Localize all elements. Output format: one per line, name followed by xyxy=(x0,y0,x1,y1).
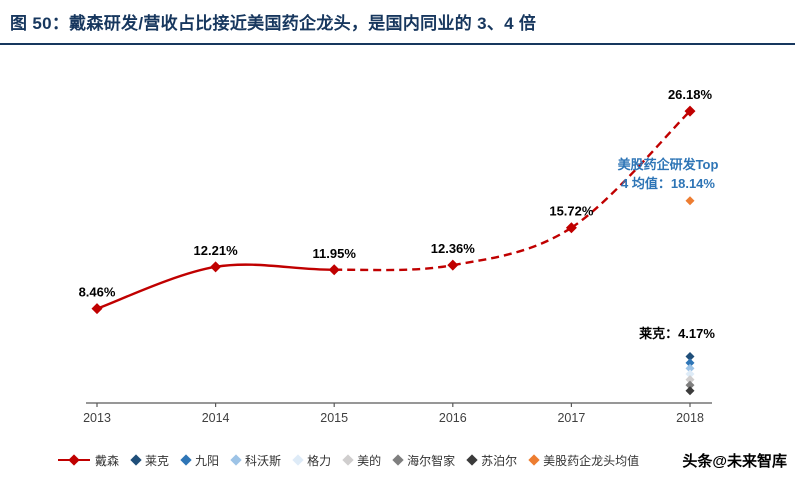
legend-label: 美的 xyxy=(357,453,382,468)
legend-diamond-icon xyxy=(68,454,80,466)
legend-item: 海尔智家 xyxy=(392,452,456,469)
data-point-label: 12.21% xyxy=(194,243,239,258)
data-point-label: 26.18% xyxy=(668,87,713,102)
scatter-marker-九阳 xyxy=(685,358,695,368)
legend-item: 九阳 xyxy=(180,452,220,469)
legend-item: 格力 xyxy=(292,452,332,469)
data-point-label: 8.46% xyxy=(79,285,116,300)
data-point-label: 15.72% xyxy=(549,204,594,219)
x-tick-label: 2018 xyxy=(676,411,704,425)
chart-title-bar: 图 50：戴森研发/营收占比接近美国药企龙头，是国内同业的 3、4 倍 xyxy=(0,0,795,45)
data-point-marker xyxy=(210,261,222,273)
legend: 戴森 莱克 九阳 科沃斯 格力 美的 海尔智家 苏泊尔 美股药企龙头均值 xyxy=(58,450,639,470)
legend-item: 美的 xyxy=(342,452,382,469)
data-point-marker xyxy=(684,105,696,117)
rd-ratio-line-chart: 2013 2014 2015 2016 2017 2018 8.46% 12.21% 11.95… xyxy=(79,87,719,425)
legend-diamond-icon xyxy=(342,454,354,466)
watermark: 头条@未来智库 xyxy=(682,453,787,470)
x-tick-label: 2017 xyxy=(557,411,585,425)
legend-item: 科沃斯 xyxy=(230,452,282,469)
x-tick-label: 2014 xyxy=(202,411,230,425)
data-point-label: 12.36% xyxy=(431,241,476,256)
legend-label: 苏泊尔 xyxy=(481,453,518,468)
annotation-us-pharma-top4: 4 均值：18.14% xyxy=(621,176,715,191)
scatter-marker-苏泊尔 xyxy=(685,386,695,396)
legend-diamond-icon xyxy=(392,454,404,466)
legend-diamond-icon xyxy=(292,454,304,466)
legend-line-diamond-icon xyxy=(58,454,90,466)
scatter-marker-海尔智家 xyxy=(685,380,695,390)
legend-diamond-icon xyxy=(230,454,242,466)
legend-label: 科沃斯 xyxy=(245,453,282,468)
series-line-dashed xyxy=(334,110,691,272)
chart-title: 图 50：戴森研发/营收占比接近美国药企龙头，是国内同业的 3、4 倍 xyxy=(10,14,537,33)
scatter-marker-莱克 xyxy=(685,352,695,362)
annotation-us-pharma-top4: 美股药企研发Top xyxy=(618,157,719,172)
legend-label: 格力 xyxy=(307,453,332,468)
legend-label: 海尔智家 xyxy=(407,453,456,468)
series-line-solid xyxy=(96,263,335,310)
legend-diamond-icon xyxy=(130,454,142,466)
data-point-marker xyxy=(447,259,459,271)
legend-item: 苏泊尔 xyxy=(466,452,518,469)
legend-diamond-icon xyxy=(180,454,192,466)
legend-label: 戴森 xyxy=(95,453,120,468)
legend-diamond-icon xyxy=(466,454,478,466)
scatter-marker-格力 xyxy=(685,369,695,379)
x-tick-label: 2013 xyxy=(83,411,111,425)
legend-item: 莱克 xyxy=(130,452,170,469)
data-point-marker xyxy=(328,264,340,276)
legend-label: 莱克 xyxy=(145,453,170,468)
legend-label: 美股药企龙头均值 xyxy=(543,453,640,468)
x-axis: 2013 2014 2015 2016 2017 2018 xyxy=(83,402,712,425)
scatter-marker-科沃斯 xyxy=(685,363,695,373)
data-point-marker xyxy=(91,303,103,315)
legend-item: 戴森 xyxy=(58,452,119,469)
legend-diamond-icon xyxy=(528,454,540,466)
annotation-laike-value: 莱克：4.17% xyxy=(639,326,715,341)
x-tick-label: 2016 xyxy=(439,411,467,425)
data-point-label: 11.95% xyxy=(313,246,357,261)
legend-label: 九阳 xyxy=(195,453,220,468)
scatter-marker-美股药企龙头均值 xyxy=(685,196,695,206)
legend-item: 美股药企龙头均值 xyxy=(528,452,640,469)
x-tick-label: 2015 xyxy=(320,411,348,425)
scatter-marker-美的 xyxy=(685,375,695,385)
data-point-marker xyxy=(565,222,577,234)
